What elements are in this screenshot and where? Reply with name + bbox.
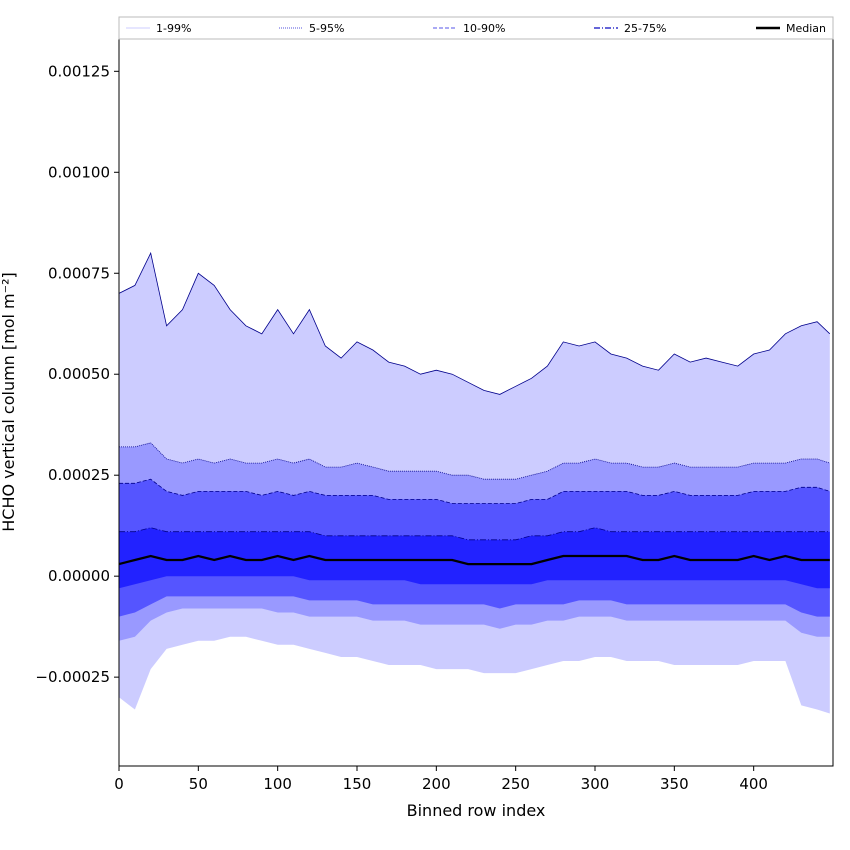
- y-tick-label: 0.00075: [48, 264, 110, 282]
- legend-label: 25-75%: [624, 22, 666, 35]
- legend-label: 5-95%: [309, 22, 344, 35]
- y-tick-label: −0.00025: [35, 668, 110, 686]
- y-axis-label: HCHO vertical column [mol m⁻²]: [0, 272, 18, 531]
- x-tick-label: 150: [343, 775, 372, 793]
- y-tick-label: 0.00125: [48, 62, 110, 80]
- y-axis: −0.00025 0.00000 0.00025 0.00050 0.00075 0.00…: [35, 62, 119, 686]
- y-tick-label: 0.00000: [48, 567, 110, 585]
- band-5-95-upper-edge: [119, 442, 830, 480]
- x-tick-label: 350: [660, 775, 689, 793]
- x-tick-label: 250: [501, 775, 530, 793]
- y-tick-label: 0.00100: [48, 163, 110, 181]
- band-25-75-upper-edge: [119, 527, 830, 541]
- legend-label: 10-90%: [463, 22, 505, 35]
- x-tick-label: 200: [422, 775, 451, 793]
- legend-label: Median: [786, 22, 826, 35]
- x-axis-label: Binned row index: [407, 801, 546, 820]
- x-tick-label: 400: [739, 775, 768, 793]
- y-tick-label: 0.00050: [48, 365, 110, 383]
- median-line: [118, 554, 830, 566]
- x-axis: 0 50 100 150 200 250 300 350 400: [114, 766, 768, 793]
- band-1-99-upper-edge: [118, 251, 831, 395]
- plot-area: [118, 251, 831, 714]
- x-tick-label: 100: [263, 775, 292, 793]
- band-10-90-upper-edge: [119, 478, 830, 504]
- x-tick-label: 50: [189, 775, 208, 793]
- y-tick-label: 0.00025: [48, 466, 110, 484]
- x-tick-label: 0: [114, 775, 124, 793]
- x-tick-label: 300: [581, 775, 610, 793]
- legend-box: [118, 16, 834, 40]
- band-25-75-fill: [119, 527, 830, 589]
- legend-label: 1-99%: [156, 22, 191, 35]
- legend: 1-99% 5-95% 10-90% 25-75% Median: [118, 16, 834, 40]
